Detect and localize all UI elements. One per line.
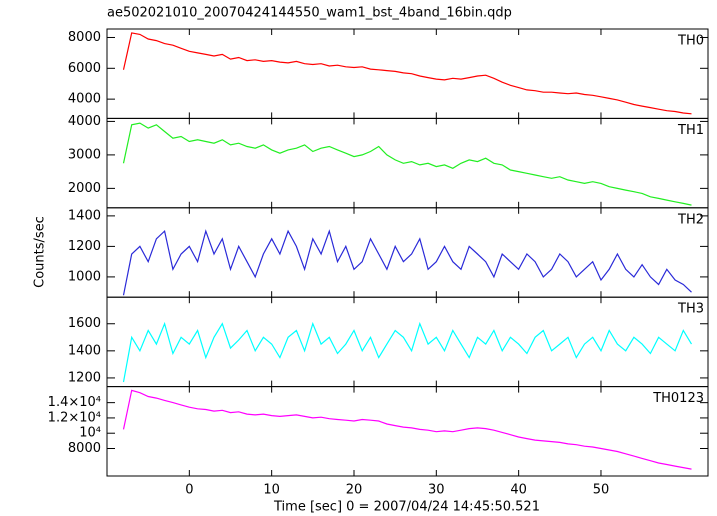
y-tick-label: 6000 — [68, 61, 101, 76]
panel-label: TH1 — [677, 123, 704, 138]
panel-frame — [106, 117, 709, 209]
panel-label: TH0 — [677, 34, 704, 49]
x-tick-label: 10 — [263, 483, 280, 498]
y-tick-label: 1.2×10⁴ — [48, 410, 101, 425]
y-tick-label: 1200 — [68, 239, 101, 254]
y-tick-label: 1000 — [68, 269, 101, 284]
y-tick-label: 1200 — [68, 370, 101, 385]
panel-frame — [106, 386, 709, 477]
y-tick-label: 8000 — [68, 30, 101, 45]
panel-label: TH3 — [677, 302, 704, 317]
y-tick-label: 4000 — [68, 114, 101, 129]
y-tick-label: 1600 — [68, 316, 101, 331]
y-tick-label: 10⁴ — [79, 426, 101, 441]
x-tick-label: 0 — [185, 483, 193, 498]
x-tick-label: 50 — [593, 483, 610, 498]
panel-frame — [106, 207, 709, 298]
y-tick-label: 1400 — [68, 343, 101, 358]
light-curve — [122, 321, 693, 383]
y-tick-label: 1400 — [68, 208, 101, 223]
light-curve — [122, 229, 692, 296]
y-tick-label: 8000 — [68, 441, 101, 456]
x-tick-label: 20 — [346, 483, 363, 498]
panel-label: TH0123 — [652, 391, 704, 406]
x-tick-label: 30 — [428, 483, 445, 498]
y-tick-label: 2000 — [68, 181, 101, 196]
panel-frame — [106, 296, 709, 388]
light-curve — [122, 122, 692, 206]
light-curve — [122, 389, 692, 470]
x-tick-label: 40 — [510, 483, 527, 498]
y-tick-label: 3000 — [68, 147, 101, 162]
light-curve — [122, 32, 692, 115]
x-axis-label: Time [sec] 0 = 2007/04/24 14:45:50.521 — [273, 500, 540, 515]
panel-label: TH2 — [677, 212, 704, 227]
y-tick-label: 4000 — [68, 92, 101, 107]
chart-title: ae502021010_20070424144550_wam1_bst_4ban… — [107, 6, 512, 21]
y-tick-label: 1.4×10⁴ — [48, 395, 101, 410]
y-axis-label: Counts/sec — [33, 216, 48, 288]
